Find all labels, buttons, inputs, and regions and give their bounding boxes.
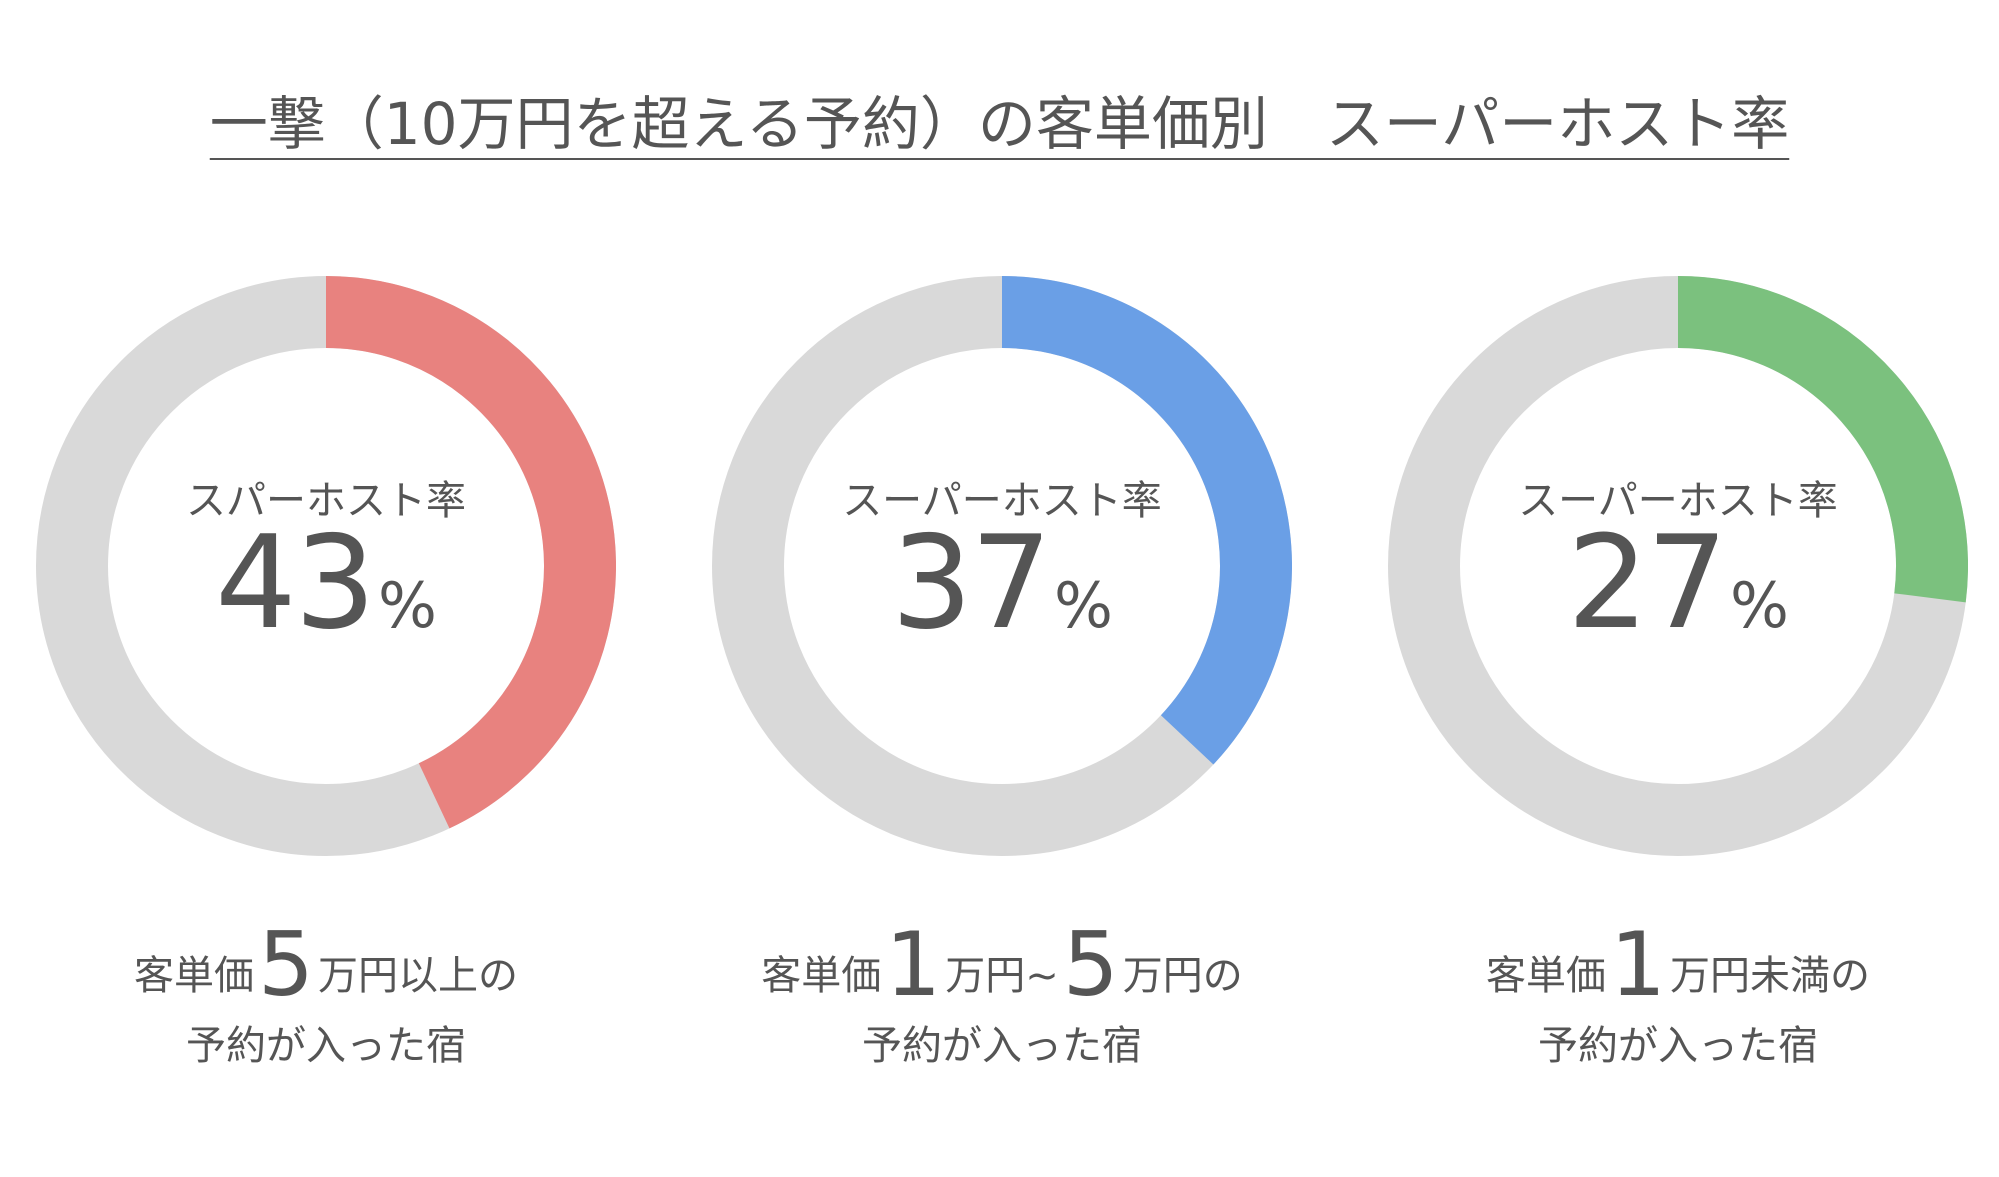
caption-2-line2: 予約が入った宿 (652, 1016, 1352, 1076)
chart-title: 一撃（10万円を超える予約）の客単価別 スーパーホスト率 (0, 82, 1999, 166)
donut-value-number-2: 37 (891, 509, 1050, 658)
donut-value-unit-2: % (1054, 569, 1113, 642)
caption-3: 客単価1 万円未満の 予約が入った宿 (1328, 920, 1999, 1076)
caption-1-suffix: 万円以上の (318, 953, 518, 999)
caption-1-line2: 予約が入った宿 (0, 1016, 676, 1076)
donut-value-3: 27% (1388, 514, 1968, 654)
caption-2-suffix: 万円の (1123, 953, 1243, 999)
donut-value-1: 43% (36, 514, 616, 654)
caption-1: 客単価5 万円以上の 予約が入った宿 (0, 920, 676, 1076)
caption-2-big2: 5 (1063, 913, 1119, 1016)
donut-value-unit-1: % (378, 569, 437, 642)
caption-2: 客単価1 万円~5 万円の 予約が入った宿 (652, 920, 1352, 1076)
donut-value-2: 37% (712, 514, 1292, 654)
chart-title-text: 一撃（10万円を超える予約）の客単価別 スーパーホスト率 (210, 90, 1790, 158)
caption-2-mid: 万円~ (945, 953, 1059, 999)
donut-value-number-3: 27 (1567, 509, 1726, 658)
caption-3-line1: 客単価1 万円未満の (1328, 920, 1999, 1010)
caption-3-prefix: 客単価 (1486, 953, 1606, 999)
donut-chart-2: スーパーホスト率 37% (712, 276, 1292, 856)
caption-3-suffix: 万円未満の (1670, 953, 1870, 999)
donut-chart-1: スパーホスト率 43% (36, 276, 616, 856)
caption-2-prefix: 客単価 (761, 953, 881, 999)
caption-3-line2: 予約が入った宿 (1328, 1016, 1999, 1076)
caption-3-big: 1 (1610, 913, 1666, 1016)
donut-chart-3: スーパーホスト率 27% (1388, 276, 1968, 856)
caption-1-big: 5 (258, 913, 314, 1016)
caption-2-line1: 客単価1 万円~5 万円の (652, 920, 1352, 1010)
caption-1-prefix: 客単価 (134, 953, 254, 999)
caption-1-line1: 客単価5 万円以上の (0, 920, 676, 1010)
donut-value-unit-3: % (1730, 569, 1789, 642)
caption-2-big: 1 (885, 913, 941, 1016)
donut-value-number-1: 43 (215, 509, 374, 658)
